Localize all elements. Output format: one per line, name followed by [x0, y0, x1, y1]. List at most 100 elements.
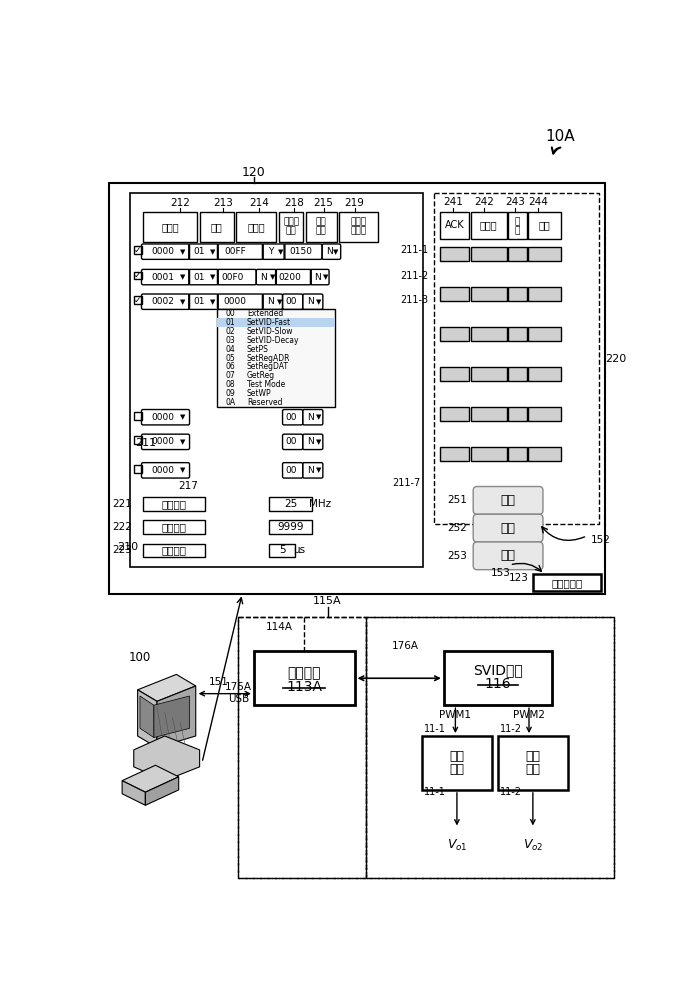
Text: MHz: MHz	[309, 499, 331, 509]
Bar	[134, 246, 142, 254]
Text: ✓: ✓	[134, 271, 142, 280]
Text: 212: 212	[170, 198, 190, 208]
Text: 0A: 0A	[225, 398, 235, 407]
Bar	[134, 412, 142, 420]
Text: 00: 00	[285, 413, 297, 422]
Text: 151: 151	[209, 677, 229, 687]
Bar	[440, 287, 469, 301]
Text: SetVID-Decay: SetVID-Decay	[247, 336, 299, 345]
Bar	[508, 407, 527, 421]
Text: 100: 100	[129, 651, 151, 664]
Text: 导入: 导入	[500, 522, 516, 535]
Text: 114A: 114A	[266, 622, 293, 632]
Text: ▼: ▼	[322, 274, 328, 280]
Bar	[498, 736, 567, 790]
Text: 09: 09	[225, 389, 235, 398]
Text: 11-2: 11-2	[500, 787, 522, 797]
Bar	[143, 520, 205, 534]
Text: 176A: 176A	[392, 641, 419, 651]
Text: 152: 152	[591, 535, 611, 545]
Bar	[134, 436, 142, 444]
Text: 251: 251	[447, 495, 467, 505]
Text: ▼: ▼	[316, 414, 322, 420]
Text: 性: 性	[514, 226, 520, 235]
Text: 211-7: 211-7	[392, 478, 420, 488]
Text: 00: 00	[285, 437, 297, 446]
Text: ▼: ▼	[316, 299, 322, 305]
Text: SVID接口: SVID接口	[473, 663, 523, 677]
Text: 123: 123	[508, 573, 528, 583]
FancyBboxPatch shape	[473, 514, 543, 542]
Bar	[254, 651, 355, 705]
Text: 开关: 开关	[450, 750, 464, 763]
Text: SetPS: SetPS	[247, 345, 269, 354]
Text: ▼: ▼	[277, 299, 282, 305]
Bar	[471, 447, 507, 461]
Bar	[508, 287, 527, 301]
Text: 电路: 电路	[526, 763, 540, 776]
Text: ACK: ACK	[445, 220, 464, 230]
Text: 01: 01	[193, 247, 205, 256]
Text: SetWP: SetWP	[247, 389, 272, 398]
Text: N: N	[314, 273, 321, 282]
Text: N: N	[307, 297, 314, 306]
Text: 电路: 电路	[450, 763, 464, 776]
FancyBboxPatch shape	[473, 487, 543, 514]
Text: 00F0: 00F0	[222, 273, 244, 282]
Bar	[440, 407, 469, 421]
Bar	[508, 247, 527, 261]
Bar	[533, 574, 601, 591]
Text: USB: USB	[228, 694, 249, 704]
Bar	[528, 287, 560, 301]
Text: 00FF: 00FF	[224, 247, 246, 256]
Text: SetVID-Slow: SetVID-Slow	[247, 327, 293, 336]
Text: 0001: 0001	[151, 273, 174, 282]
Text: 从载荷: 从载荷	[480, 220, 498, 230]
Bar	[508, 447, 527, 461]
Text: 循环次数: 循环次数	[161, 522, 186, 532]
Bar	[366, 617, 614, 878]
Text: ▼: ▼	[180, 439, 185, 445]
Text: 242: 242	[474, 197, 494, 207]
Text: 延时时: 延时时	[350, 217, 366, 226]
Bar	[134, 465, 142, 473]
Text: 0000: 0000	[151, 437, 174, 446]
Text: 01: 01	[193, 273, 205, 282]
Text: N: N	[267, 297, 274, 306]
Text: 02: 02	[225, 327, 235, 336]
Text: 0000: 0000	[151, 466, 174, 475]
Text: ▼: ▼	[210, 274, 216, 280]
Text: 213: 213	[213, 198, 233, 208]
Text: 215: 215	[313, 198, 334, 208]
Bar	[200, 212, 234, 242]
Text: 253: 253	[447, 551, 467, 561]
Bar	[508, 367, 527, 381]
Text: 11-2: 11-2	[500, 724, 522, 734]
Text: SetRegADR: SetRegADR	[247, 354, 290, 363]
Text: 03: 03	[225, 336, 235, 345]
Text: 115A: 115A	[313, 596, 342, 606]
Text: 00: 00	[285, 466, 297, 475]
Bar	[444, 651, 552, 705]
Bar	[134, 296, 142, 304]
Text: 08: 08	[225, 380, 235, 389]
Text: 211-3: 211-3	[400, 295, 429, 305]
Text: 07: 07	[225, 371, 235, 380]
Polygon shape	[134, 736, 200, 781]
Text: 175A: 175A	[225, 682, 252, 692]
Bar	[422, 736, 492, 790]
Bar	[440, 367, 469, 381]
Text: 218: 218	[284, 198, 304, 208]
Text: SetRegDAT: SetRegDAT	[247, 362, 289, 371]
Text: N: N	[260, 273, 267, 282]
Text: N: N	[307, 437, 314, 446]
Text: 01: 01	[225, 318, 235, 327]
Bar	[218, 318, 335, 327]
Text: ▼: ▼	[180, 414, 185, 420]
Bar	[528, 447, 560, 461]
Bar	[143, 212, 198, 242]
Text: 211-2: 211-2	[400, 271, 429, 281]
Text: Extended: Extended	[247, 309, 283, 318]
Text: N: N	[326, 247, 332, 256]
Text: $V_{o2}$: $V_{o2}$	[523, 838, 543, 853]
